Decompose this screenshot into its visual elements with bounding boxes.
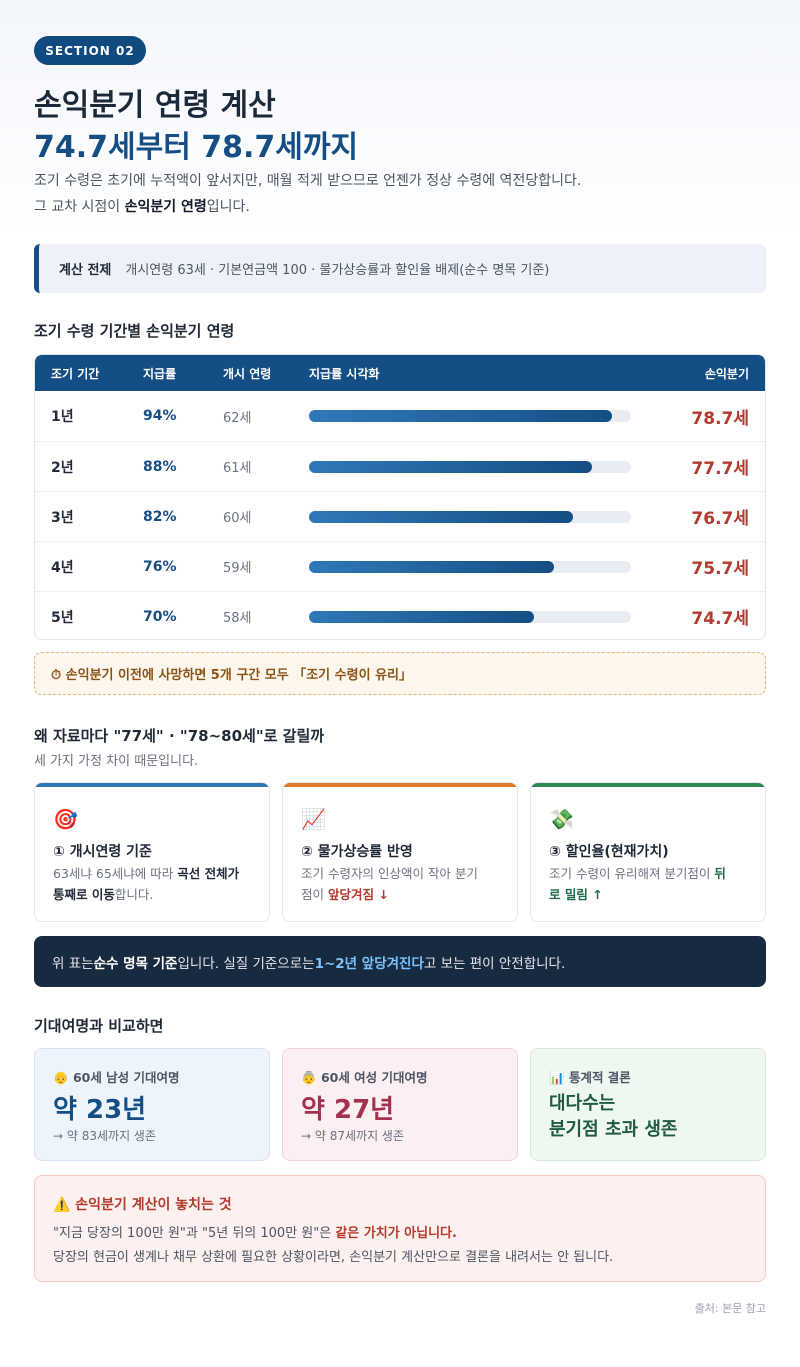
row-period: 1년	[51, 409, 74, 425]
row-breakeven: 74.7세	[691, 609, 749, 629]
row-breakeven: 76.7세	[691, 509, 749, 529]
rate-bar-fill	[309, 611, 535, 623]
compare-title: 기대여명과 비교하면	[34, 1017, 164, 1035]
row-period: 3년	[51, 509, 74, 526]
warning-line-2: 당장의 현금이 생계나 채무 상환에 필요한 상황이라면, 손익분기 계산만으로…	[53, 1250, 614, 1265]
row-start-age: 61세	[223, 461, 252, 476]
header-visual: 지급률 시각화	[309, 366, 380, 381]
warning-box: ⚠️ 손익분기 계산이 놓치는 것 "지금 당장의 100만 원"과 "5년 뒤…	[34, 1175, 766, 1282]
warning-line-1: "지금 당장의 100만 원"과 "5년 뒤의 100만 원"은 같은 가치가 …	[53, 1226, 457, 1241]
rate-bar-fill	[309, 410, 612, 422]
rate-bar-track	[309, 561, 631, 573]
card-desc: 63세냐 65세냐에 따라 곡선 전체가 통째로 이동합니다.	[53, 866, 240, 902]
card-title: ② 물가상승률 반영	[301, 844, 413, 860]
rate-bar-track	[309, 410, 631, 422]
assumption-card-inflation: 📈 ② 물가상승률 반영 조기 수령자의 인상액이 작아 분기 점이 앞당겨짐 ↓	[282, 782, 518, 922]
rate-bar-fill	[309, 561, 554, 573]
row-start-age: 60세	[223, 511, 252, 526]
male-life-expectancy-card: 👴 60세 남성 기대여명 약 23년 → 약 83세까지 생존	[34, 1048, 270, 1161]
premise-label: 계산 전제	[59, 263, 112, 278]
page-subtitle: 74.7세부터 78.7세까지	[34, 130, 359, 165]
warning-title: ⚠️ 손익분기 계산이 놓치는 것	[53, 1197, 232, 1213]
row-rate: 88%	[143, 458, 177, 475]
row-period: 2년	[51, 459, 74, 476]
female-foot: → 약 87세까지 생존	[301, 1129, 405, 1143]
rate-bar-track	[309, 511, 631, 523]
row-rate: 70%	[143, 608, 177, 625]
table-row: 3년 82% 60세 76.7세	[35, 491, 765, 541]
card-desc: 조기 수령자의 인상액이 작아 분기 점이 앞당겨짐 ↓	[301, 866, 478, 902]
bar-chart-icon: 📊	[549, 1070, 565, 1085]
table-row: 2년 88% 61세 77.7세	[35, 441, 765, 491]
male-foot: → 약 83세까지 생존	[53, 1129, 157, 1143]
page-title: 손익분기 연령 계산	[34, 88, 276, 123]
rate-bar-track	[309, 611, 631, 623]
money-icon: 💸	[549, 807, 574, 831]
table-row: 1년 94% 62세 78.7세	[35, 391, 765, 441]
card-title: ① 개시연령 기준	[53, 844, 152, 860]
rate-bar-track	[309, 461, 631, 473]
row-start-age: 59세	[223, 561, 252, 576]
old-man-icon: 👴	[53, 1070, 69, 1085]
row-period: 4년	[51, 559, 74, 576]
row-start-age: 62세	[223, 410, 252, 426]
target-icon: 🎯	[53, 807, 78, 831]
chart-up-icon: 📈	[301, 807, 326, 831]
statistical-conclusion-card: 📊 통계적 결론 대다수는 분기점 초과 생존	[530, 1048, 766, 1161]
row-start-age: 58세	[223, 611, 252, 626]
table-row: 5년 70% 58세 74.7세	[35, 591, 765, 639]
row-rate: 82%	[143, 508, 177, 525]
female-life-expectancy-card: 👵 60세 여성 기대여명 약 27년 → 약 87세까지 생존	[282, 1048, 518, 1161]
row-rate: 94%	[143, 408, 177, 424]
header-breakeven: 손익분기	[704, 366, 749, 381]
why-subtitle: 세 가지 가정 차이 때문입니다.	[34, 754, 199, 769]
table-row: 4년 76% 59세 75.7세	[35, 541, 765, 591]
row-breakeven: 77.7세	[691, 459, 749, 479]
row-breakeven: 75.7세	[691, 559, 749, 579]
header-rate: 지급률	[143, 366, 177, 381]
row-rate: 76%	[143, 558, 177, 575]
table-header: 조기 기간 지급률 개시 연령 지급률 시각화 손익분기	[35, 355, 765, 391]
header-age: 개시 연령	[223, 366, 272, 381]
table-body: 1년 94% 62세 78.7세 2년 88% 61세 77.7세 3년 82% 60세 76.7세 4…	[35, 391, 765, 639]
female-value: 약 27년	[301, 1095, 395, 1125]
male-value: 약 23년	[53, 1095, 147, 1125]
breakeven-table: 조기 기간 지급률 개시 연령 지급률 시각화 손익분기 1년 94% 62세 78.…	[34, 354, 766, 640]
conclusion-value: 대다수는 분기점 초과 생존	[549, 1093, 678, 1140]
section-badge: SECTION 02	[34, 36, 146, 65]
header-period: 조기 기간	[51, 366, 100, 381]
row-period: 5년	[51, 609, 74, 626]
row-breakeven: 78.7세	[691, 408, 749, 429]
note-box: ⏱ 손익분기 이전에 사망하면 5개 구간 모두 「조기 수령이 유리」	[34, 652, 766, 695]
source-note: 출처: 본문 참고	[694, 1302, 766, 1315]
rate-bar-fill	[309, 511, 574, 523]
nominal-basis-note: 위 표는 순수 명목 기준 입니다. 실질 기준으로는 1~2년 앞당겨진다 고 보…	[34, 936, 766, 987]
old-woman-icon: 👵	[301, 1070, 317, 1085]
assumption-card-start-age: 🎯 ① 개시연령 기준 63세냐 65세냐에 따라 곡선 전체가 통째로 이동합니…	[34, 782, 270, 922]
rate-bar-fill	[309, 461, 593, 473]
calculation-premise: 계산 전제 개시연령 63세 · 기본연금액 100 · 물가상승률과 할인율 …	[34, 244, 766, 293]
premise-text: 개시연령 63세 · 기본연금액 100 · 물가상승률과 할인율 배제(순수 …	[125, 263, 550, 278]
table-title: 조기 수령 기간별 손익분기 연령	[34, 322, 235, 340]
card-title: ③ 할인율(현재가치)	[549, 844, 669, 860]
lead-text: 조기 수령은 초기에 누적액이 앞서지만, 매월 적게 받으므로 언젠가 정상 …	[34, 173, 582, 215]
why-title: 왜 자료마다 "77세" · "78~80세"로 갈릴까	[34, 727, 325, 745]
